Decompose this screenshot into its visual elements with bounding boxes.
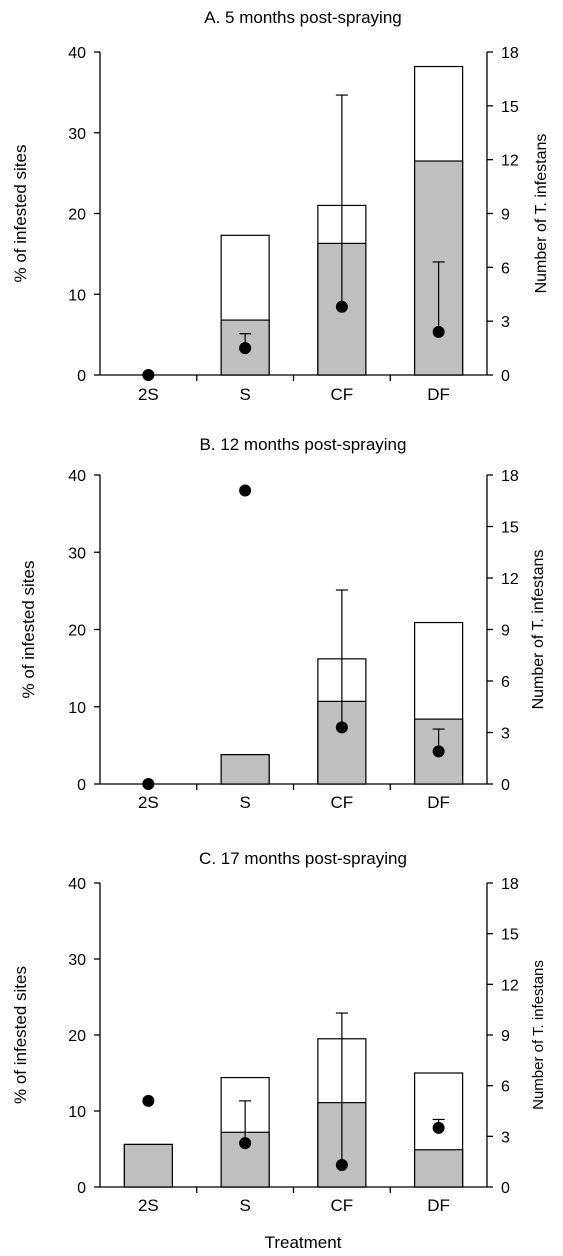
- y-tick-label-right: 15: [501, 520, 519, 537]
- y-tick-label-left: 30: [68, 545, 86, 562]
- y-tick-label-right: 3: [501, 726, 510, 743]
- chart-title: C. 17 months post-spraying: [199, 849, 407, 868]
- bar-grey: [414, 1149, 464, 1188]
- y-tick-label-right: 9: [501, 1028, 510, 1045]
- y-tick-label-right: 0: [501, 368, 510, 385]
- x-category-label: 2S: [138, 1196, 159, 1215]
- data-point: [432, 745, 445, 758]
- x-category-label: S: [239, 1196, 250, 1215]
- y-tick-label-right: 6: [501, 674, 510, 691]
- data-point: [335, 300, 348, 313]
- y-tick-label-right: 12: [501, 571, 519, 588]
- data-point: [335, 1159, 348, 1172]
- y-tick-label-left: 20: [68, 1028, 86, 1045]
- y-axis-label-left: % of infested sites: [19, 561, 38, 699]
- y-tick-label-right: 12: [501, 153, 519, 170]
- x-category-label: S: [239, 385, 250, 404]
- data-point: [335, 721, 348, 734]
- y-tick-label-left: 30: [68, 952, 86, 969]
- data-point: [142, 778, 155, 790]
- data-point: [142, 1094, 155, 1107]
- data-point: [239, 484, 252, 497]
- y-tick-label-left: 20: [68, 623, 86, 640]
- y-tick-label-right: 12: [501, 977, 519, 994]
- y-tick-label-right: 9: [501, 207, 510, 224]
- y-tick-label-left: 10: [68, 700, 86, 717]
- y-tick-label-left: 0: [77, 368, 86, 385]
- y-tick-label-right: 15: [501, 99, 519, 116]
- y-tick-label-right: 6: [501, 260, 510, 277]
- y-tick-label-right: 0: [501, 1180, 510, 1197]
- data-point: [239, 1137, 252, 1150]
- x-category-label: 2S: [138, 385, 159, 404]
- y-tick-label-left: 30: [68, 126, 86, 143]
- y-tick-label-right: 0: [501, 777, 510, 794]
- x-category-label: CF: [331, 1196, 354, 1215]
- data-point: [239, 342, 252, 355]
- y-tick-label-left: 10: [68, 287, 86, 304]
- bar-grey: [220, 754, 270, 785]
- y-tick-label-right: 18: [501, 468, 519, 485]
- x-category-label: DF: [427, 793, 450, 812]
- x-category-label: S: [239, 793, 250, 812]
- x-category-label: DF: [427, 1196, 450, 1215]
- chart-title: B. 12 months post-spraying: [200, 435, 407, 454]
- y-axis-label-left: % of infested sites: [11, 966, 30, 1104]
- chart-title: A. 5 months post-spraying: [204, 8, 401, 27]
- y-tick-label-left: 40: [68, 45, 86, 62]
- y-axis-label-right: Number of T. infestans: [530, 550, 547, 710]
- y-tick-label-right: 6: [501, 1079, 510, 1096]
- x-category-label: CF: [331, 793, 354, 812]
- y-tick-label-left: 20: [68, 207, 86, 224]
- data-point: [432, 1121, 445, 1134]
- x-axis-label: Treatment: [265, 1233, 342, 1252]
- x-category-label: DF: [427, 385, 450, 404]
- x-category-label: CF: [331, 385, 354, 404]
- y-tick-label-left: 0: [77, 1180, 86, 1197]
- y-tick-label-right: 3: [501, 314, 510, 331]
- y-tick-label-right: 18: [501, 45, 519, 62]
- x-category-label: 2S: [138, 793, 159, 812]
- y-tick-label-left: 40: [68, 876, 86, 893]
- y-tick-label-left: 0: [77, 777, 86, 794]
- y-axis-label-right: Number of T. infestans: [533, 134, 550, 294]
- y-tick-label-right: 18: [501, 876, 519, 893]
- data-point: [432, 325, 445, 338]
- data-point: [142, 369, 155, 381]
- y-tick-label-left: 10: [68, 1104, 86, 1121]
- y-tick-label-right: 3: [501, 1129, 510, 1146]
- y-axis-label-left: % of infested sites: [11, 145, 30, 283]
- bar-grey: [123, 1143, 173, 1188]
- y-axis-label-right: Number of T. infestans: [530, 960, 547, 1110]
- y-tick-label-right: 15: [501, 927, 519, 944]
- y-tick-label-left: 40: [68, 468, 86, 485]
- y-tick-label-right: 9: [501, 623, 510, 640]
